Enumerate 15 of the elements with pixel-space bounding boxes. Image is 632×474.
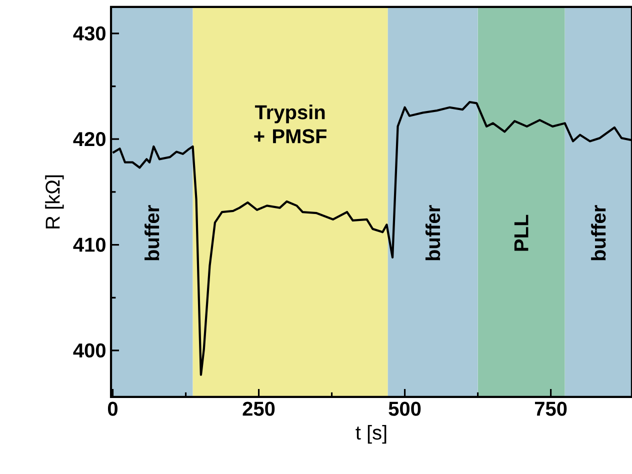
y-tick-label: 420 (73, 132, 106, 146)
y-tick-label: 410 (73, 238, 106, 252)
y-tick-label: 430 (73, 26, 106, 41)
x-tick-label: 500 (388, 402, 421, 416)
band-label: PLL (514, 214, 528, 251)
band-label: buffer (591, 205, 606, 260)
x-tick-label: 750 (534, 402, 567, 416)
x-tick-label: 0 (108, 402, 118, 416)
y-tick-label: 400 (73, 343, 106, 358)
x-tick-label: 250 (242, 402, 275, 416)
y-axis-title: R [kΩ] (45, 175, 64, 228)
band-label: Trypsin + PMSF (254, 104, 327, 144)
band-label: buffer (144, 205, 160, 260)
band-label: buffer (425, 205, 440, 260)
x-axis-title: t [s] (356, 425, 386, 444)
